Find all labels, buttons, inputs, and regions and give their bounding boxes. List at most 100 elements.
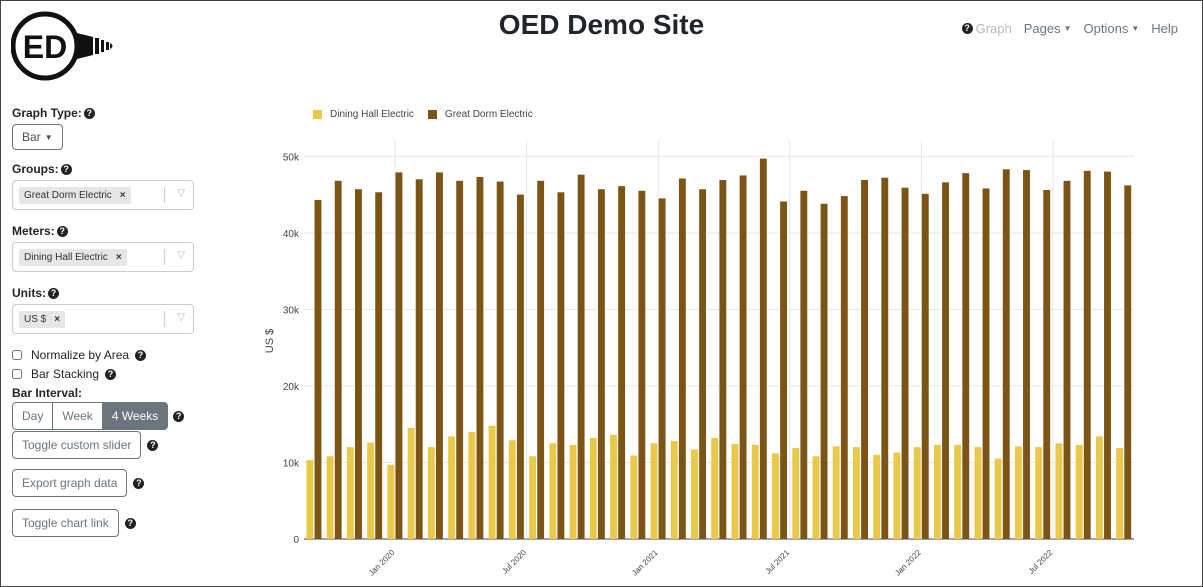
help-icon[interactable]: ? xyxy=(56,225,68,237)
bar-interval-label-text: Bar Interval: xyxy=(12,386,83,400)
nav-help[interactable]: Help xyxy=(1151,21,1178,36)
bar-great-dorm xyxy=(597,189,605,539)
groups-chip-label: Great Dorm Electric xyxy=(24,189,112,201)
help-icon[interactable]: ? xyxy=(133,477,145,489)
bar-great-dorm xyxy=(1002,169,1010,540)
interval-4weeks-button[interactable]: 4 Weeks xyxy=(102,402,169,430)
nav-options-dropdown[interactable]: Options ▼ xyxy=(1084,21,1140,36)
legend-label-dining: Dining Hall Electric xyxy=(330,109,414,120)
toggle-link-row: Toggle chart link ? xyxy=(12,509,197,537)
bar-stacking-checkbox[interactable] xyxy=(12,369,22,379)
toggle-custom-slider-button[interactable]: Toggle custom slider xyxy=(12,431,142,459)
units-select[interactable]: US $ × ▽ xyxy=(12,304,194,334)
help-icon[interactable]: ? xyxy=(147,439,159,451)
interval-week-button[interactable]: Week xyxy=(53,402,103,430)
bar-dining-hall xyxy=(873,454,881,539)
caret-down-icon: ▼ xyxy=(1131,24,1140,33)
bar-dining-hall xyxy=(306,460,314,539)
bar-great-dorm xyxy=(759,158,767,539)
help-icon[interactable]: ? xyxy=(105,368,117,380)
bar-great-dorm xyxy=(800,190,808,539)
x-tick-label: Jul 2021 xyxy=(764,548,792,576)
stacking-row: Bar Stacking ? xyxy=(12,367,197,381)
bar-great-dorm xyxy=(1124,185,1132,539)
help-icon[interactable]: ? xyxy=(961,23,973,34)
bar-great-dorm xyxy=(840,196,848,539)
help-icon[interactable]: ? xyxy=(124,517,136,529)
bar-dining-hall xyxy=(1075,444,1083,539)
chevron-down-icon[interactable]: ▽ xyxy=(177,188,185,199)
help-icon[interactable]: ? xyxy=(173,410,185,422)
interval-day-button[interactable]: Day xyxy=(12,402,54,430)
normalize-checkbox[interactable] xyxy=(12,350,22,360)
groups-select[interactable]: Great Dorm Electric × ▽ xyxy=(12,180,194,210)
units-chip: US $ × xyxy=(19,310,66,328)
bar-dining-hall xyxy=(1055,443,1063,539)
x-tick-label: Jan 2020 xyxy=(367,548,397,578)
nav-graph[interactable]: ? Graph xyxy=(961,21,1012,36)
meters-select[interactable]: Dining Hall Electric × ▽ xyxy=(12,242,194,272)
units-label: Units: ? xyxy=(12,286,197,300)
bar-great-dorm xyxy=(516,194,524,540)
y-axis-label: US $ xyxy=(264,329,276,353)
chevron-down-icon[interactable]: ▽ xyxy=(177,312,185,323)
page-title: OED Demo Site xyxy=(498,9,705,40)
sidebar: Graph Type: ? Bar ▼ Groups: ? Great Dorm… xyxy=(12,106,197,537)
bar-great-dorm xyxy=(1023,170,1030,540)
help-icon[interactable]: ? xyxy=(48,287,59,299)
oed-logo[interactable]: ED xyxy=(10,11,116,83)
remove-chip-icon[interactable]: × xyxy=(54,313,61,325)
legend-entry-dining[interactable]: Dining Hall Electric xyxy=(313,109,414,120)
legend-entry-dorm[interactable]: Great Dorm Electric xyxy=(427,109,533,120)
bar-great-dorm xyxy=(395,172,403,539)
groups-chip: Great Dorm Electric × xyxy=(19,186,131,204)
bar-dining-hall xyxy=(589,437,597,539)
bar-great-dorm xyxy=(415,179,423,539)
bar-dining-hall xyxy=(1095,436,1103,539)
bar-dining-hall xyxy=(792,447,800,539)
bar-great-dorm xyxy=(861,180,868,539)
bar-great-dorm xyxy=(1063,180,1071,540)
meters-label: Meters: ? xyxy=(12,224,197,238)
bar-dining-hall xyxy=(569,444,577,539)
bar-dining-hall xyxy=(772,453,779,539)
legend-swatch-dorm xyxy=(427,110,437,119)
bar-dining-hall xyxy=(508,440,516,539)
units-label-text: Units: xyxy=(12,286,46,300)
bar-great-dorm xyxy=(881,177,889,539)
select-divider xyxy=(164,249,165,265)
remove-chip-icon[interactable]: × xyxy=(115,251,122,263)
x-tick-label: Jul 2022 xyxy=(1027,548,1055,576)
graph-type-dropdown[interactable]: Bar ▼ xyxy=(12,124,63,150)
nav-pages-dropdown[interactable]: Pages ▼ xyxy=(1024,21,1072,36)
bar-great-dorm xyxy=(1083,170,1091,539)
nav-options-label: Options xyxy=(1083,21,1129,36)
bar-dining-hall xyxy=(346,447,354,539)
bar-dining-hall xyxy=(488,425,496,539)
help-icon[interactable]: ? xyxy=(60,163,72,175)
y-tick-label: 30k xyxy=(283,305,300,316)
groups-label: Groups: ? xyxy=(12,162,197,176)
bar-great-dorm xyxy=(557,192,565,539)
meters-label-text: Meters: xyxy=(12,224,55,238)
bar-great-dorm xyxy=(658,198,666,539)
help-icon[interactable]: ? xyxy=(83,107,95,119)
x-tick-label: Jan 2021 xyxy=(630,548,660,578)
export-graph-data-button[interactable]: Export graph data xyxy=(12,469,128,497)
normalize-label: Normalize by Area xyxy=(31,348,130,362)
chevron-down-icon[interactable]: ▽ xyxy=(177,250,185,261)
bar-dining-hall xyxy=(913,447,921,539)
bar-great-dorm xyxy=(476,176,484,539)
toggle-chart-link-button[interactable]: Toggle chart link xyxy=(12,509,119,537)
bar-dining-hall xyxy=(1116,447,1124,539)
bar-dining-hall xyxy=(468,431,476,539)
bar-great-dorm xyxy=(942,182,949,540)
help-icon[interactable]: ? xyxy=(135,349,147,361)
remove-chip-icon[interactable]: × xyxy=(119,189,126,201)
bar-chart[interactable]: 0 10k 20k 30k 40k 50k Jan 2020 Jul 2020 Jan 2021… xyxy=(251,141,1151,581)
meters-chip: Dining Hall Electric × xyxy=(19,248,127,266)
bar-great-dorm xyxy=(334,180,342,540)
meters-chip-label: Dining Hall Electric xyxy=(24,251,108,263)
bar-great-dorm xyxy=(355,189,362,539)
bar-great-dorm xyxy=(435,172,443,539)
